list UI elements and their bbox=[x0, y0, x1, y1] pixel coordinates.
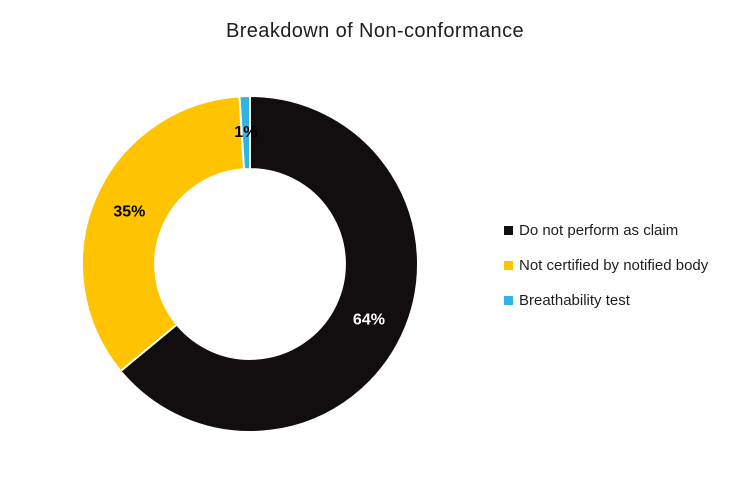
legend-label: Not certified by notified body bbox=[519, 257, 709, 274]
legend-item: Breathability test bbox=[504, 283, 708, 318]
legend-item: Not certified by notified body bbox=[504, 248, 708, 283]
donut-slice-1 bbox=[81, 95, 246, 373]
donut-slices bbox=[81, 95, 419, 433]
legend-label: Do not perform as claim bbox=[519, 222, 679, 239]
slice-label-0: 64% bbox=[353, 311, 385, 328]
legend-swatch bbox=[504, 296, 513, 305]
legend: Do not perform as claim Not certified by … bbox=[504, 213, 708, 318]
slice-label-1: 35% bbox=[113, 203, 145, 220]
donut-slice-0 bbox=[119, 95, 419, 433]
legend-swatch bbox=[504, 226, 513, 235]
slice-label-2: 1% bbox=[234, 124, 257, 141]
donut-slice-labels: 64% 35% 1% bbox=[113, 124, 385, 328]
chart-title: Breakdown of Non-conformance bbox=[225, 20, 525, 42]
donut-slice-2 bbox=[238, 95, 251, 171]
legend-swatch bbox=[504, 261, 513, 270]
legend-label: Breathability test bbox=[519, 292, 630, 309]
legend-item: Do not perform as claim bbox=[504, 213, 708, 248]
